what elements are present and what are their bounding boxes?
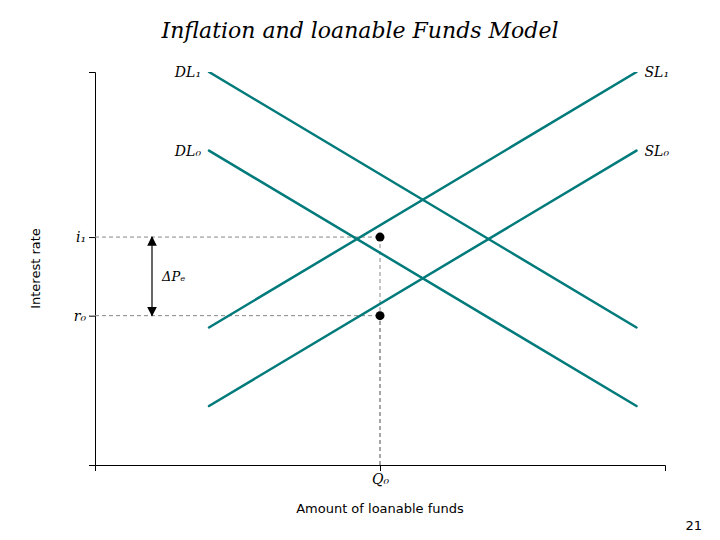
tick: Q₀ [372,465,389,487]
tick-label: Q₀ [372,471,389,487]
title: Inflation and loanable Funds Model [161,18,559,43]
tick: i₁ [76,229,95,245]
tick-mark [89,316,95,317]
line [209,72,637,327]
point [376,311,385,320]
guide-line [95,237,380,238]
guide-line [95,315,380,316]
marks [95,72,637,465]
tick-label: i₁ [76,229,86,245]
plot: Q₀ r₀ i₁ Amount of loanable funds Interest r… [28,64,669,516]
line [209,151,637,406]
y-axis-title: Interest rate [28,228,43,309]
x-axis-title: Amount of loanable funds [296,501,464,516]
line-labels: DL₀ DL₁ SL₀ SL₁ [174,64,670,159]
line-label: DL₁ [174,64,201,80]
chart: Q₀ r₀ i₁ Amount of loanable funds Interest r… [0,0,720,540]
guide-line [380,237,381,465]
tick-label: r₀ [74,308,87,324]
tick: r₀ [74,308,95,324]
annotation: ΔPₑ [161,269,185,284]
y-axis: r₀ i₁ [74,73,96,466]
arrow [151,237,152,316]
axis-line [89,73,96,466]
line [209,72,637,327]
x-axis: Q₀ [96,465,666,487]
page-number: 21 [685,518,702,533]
line-label: SL₁ [645,64,670,80]
line [209,151,637,406]
line-label: DL₀ [174,143,202,159]
tick-mark [89,237,95,238]
line-label: SL₀ [645,143,670,159]
point [376,233,385,242]
